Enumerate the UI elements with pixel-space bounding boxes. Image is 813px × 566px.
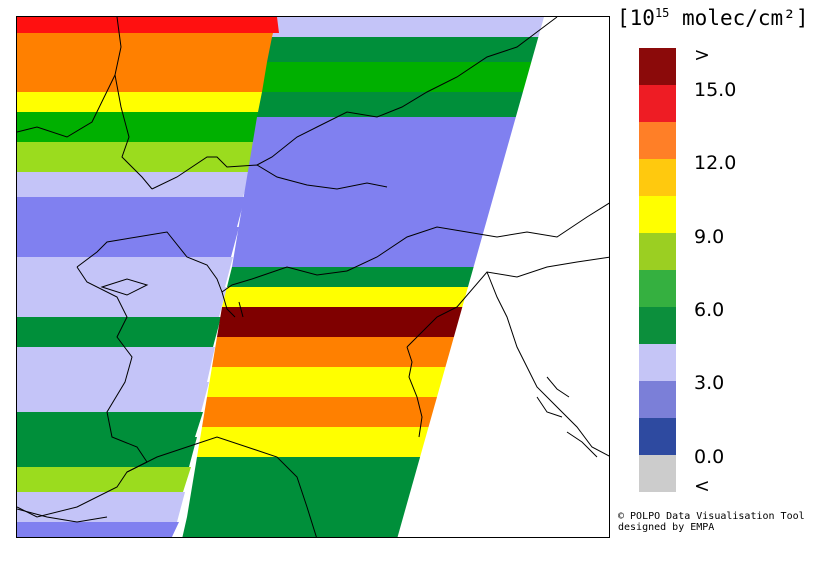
map-panel[interactable] (16, 16, 610, 538)
coast-croatia-islands (536, 376, 598, 458)
legend-swatch (639, 122, 676, 159)
swath-band (17, 467, 191, 492)
swath-band (267, 37, 539, 62)
legend-swatch (639, 418, 676, 455)
coast-ligurian (126, 436, 317, 537)
swath-band (227, 267, 474, 287)
swath-band (247, 147, 508, 177)
legend-swatch (639, 85, 676, 122)
legend-swatch (639, 48, 676, 85)
swath-band (192, 457, 421, 487)
coast-istria (486, 271, 609, 457)
swath-band (17, 257, 233, 287)
swath-band (17, 92, 269, 112)
swath-band (242, 177, 499, 207)
swath-band (252, 117, 516, 147)
coast-adriatic (406, 346, 423, 438)
border-france-italy (17, 266, 148, 518)
legend-title: [1015 molec/cm²] (617, 6, 809, 30)
swath-band (222, 287, 468, 307)
legend-swatch (639, 270, 676, 307)
swath-band (17, 492, 185, 522)
swath-band (17, 382, 209, 412)
swath-band (17, 172, 251, 197)
coast-mediterranean (17, 508, 108, 523)
swath-band (17, 437, 197, 467)
map-canvas[interactable] (17, 17, 610, 538)
swath-band (262, 62, 532, 92)
border-france-switzerland (114, 17, 153, 190)
swath-band (17, 67, 275, 92)
country-borders (17, 17, 609, 537)
swath-band (257, 92, 523, 117)
lake-como (221, 291, 244, 318)
swath-band (17, 522, 179, 537)
legend-label: 9.0 (694, 226, 725, 248)
swath-band (17, 142, 257, 172)
lake-geneva (100, 278, 149, 296)
legend-swatch (639, 159, 676, 196)
border-slovenia (406, 256, 609, 348)
legend-swatch (639, 381, 676, 418)
swath-band (232, 237, 483, 267)
border-austria-south (346, 202, 609, 272)
legend-label: 15.0 (694, 79, 737, 101)
swath-band (17, 33, 281, 67)
legend-label: 0.0 (694, 446, 725, 468)
swath-band (17, 112, 263, 142)
swath-band (202, 397, 437, 427)
legend-swatch (639, 196, 676, 233)
swath-band (212, 337, 454, 367)
legend-label: 3.0 (694, 372, 725, 394)
credit-text: © POLPO Data Visualisation Tool designed… (618, 511, 805, 533)
satellite-swath-bands (17, 17, 544, 537)
swath-band (17, 17, 52, 31)
legend-label: < (694, 475, 710, 497)
border-austria (256, 17, 558, 166)
swath-band (237, 207, 491, 237)
legend-swatch (639, 233, 676, 270)
legend-label: 6.0 (694, 299, 725, 321)
legend-swatch (639, 307, 676, 344)
swath-band (17, 227, 239, 257)
swath-band (207, 367, 446, 397)
legend-swatch (639, 344, 676, 381)
swath-band (217, 307, 463, 337)
legend-label: 12.0 (694, 152, 737, 174)
legend-swatch (639, 455, 676, 492)
border-switzerland-south (76, 231, 348, 293)
swath-band (187, 487, 412, 517)
swath-band (17, 17, 279, 33)
legend-label: > (694, 44, 710, 66)
swath-band (272, 17, 544, 37)
credit-line-1: © POLPO Data Visualisation Tool (618, 511, 805, 522)
swath-band (17, 347, 215, 382)
swath-band (17, 197, 245, 227)
swath-band (17, 287, 227, 317)
swath-band (182, 517, 404, 537)
border-france-north (17, 74, 116, 138)
credit-line-2: designed by EMPA (618, 522, 715, 533)
